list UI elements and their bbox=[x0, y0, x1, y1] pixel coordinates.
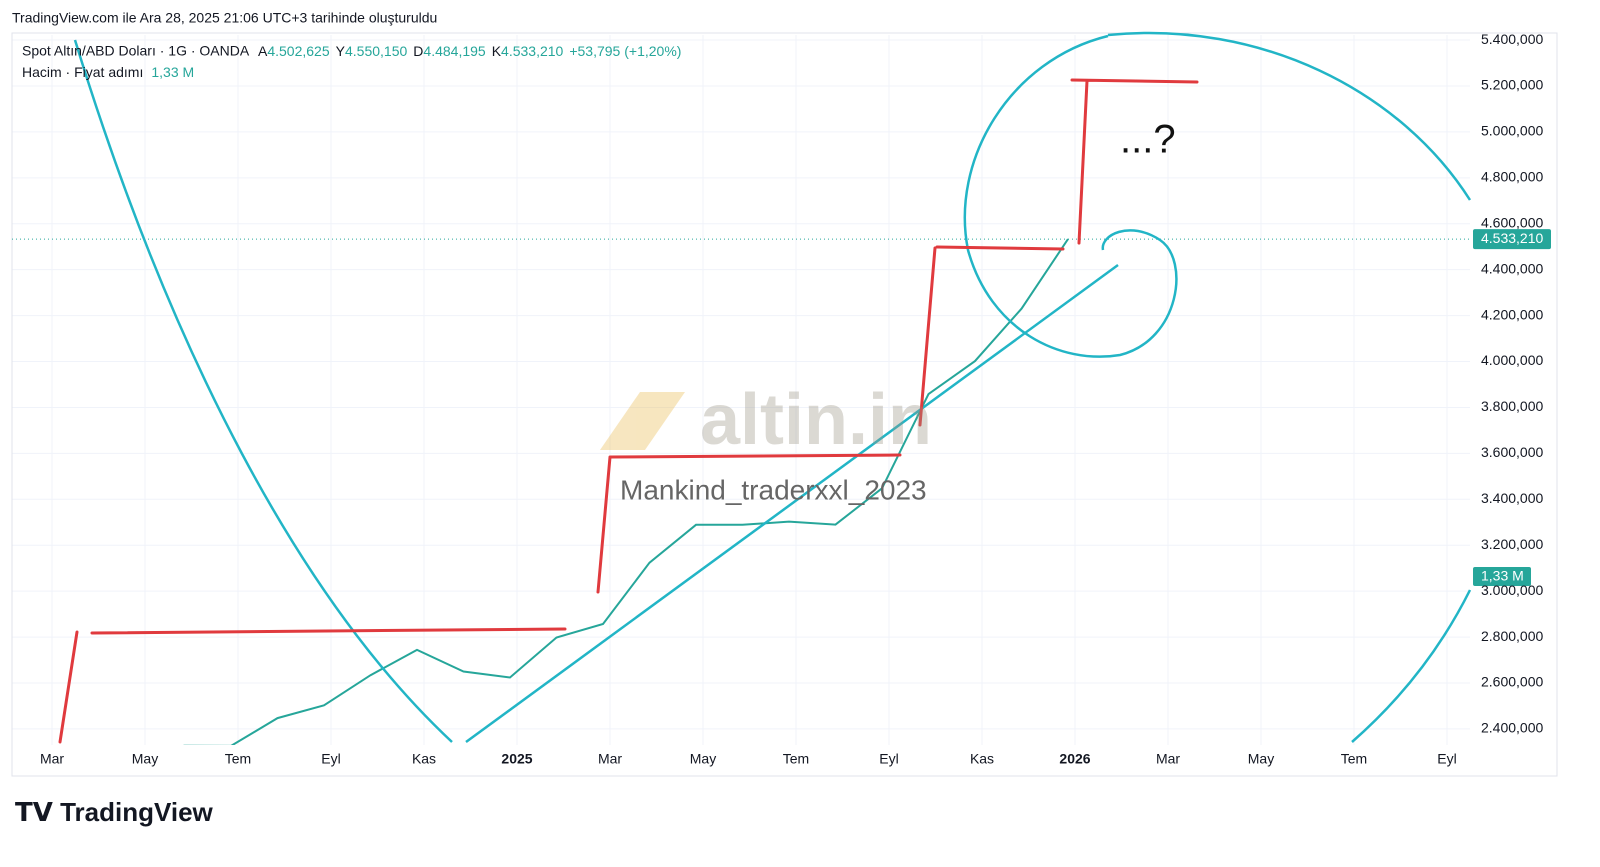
x-tick-label: Kas bbox=[412, 751, 436, 767]
trend-line bbox=[465, 263, 1119, 744]
spiral-arc bbox=[73, 39, 453, 743]
y-tick-label: 2.800,000 bbox=[1481, 628, 1543, 644]
ohlc-value: 4.533,210 bbox=[501, 43, 563, 59]
ohlc-key: D bbox=[413, 43, 423, 59]
ohlc-key: Y bbox=[336, 43, 346, 59]
legend-symbol: Spot Altın/ABD Doları · 1G · OANDA bbox=[22, 43, 250, 59]
watermark-text: Mankind_traderxxl_2023 bbox=[620, 474, 927, 505]
ohlc-value: 4.502,625 bbox=[267, 43, 329, 59]
volume-badge bbox=[1473, 567, 1531, 586]
brand-icon: 𝗧𝗩 bbox=[15, 797, 60, 827]
logo-text: altin.in bbox=[700, 380, 932, 460]
x-tick-label: Eyl bbox=[1437, 751, 1456, 767]
y-tick-label: 4.000,000 bbox=[1481, 352, 1543, 368]
last-price-badge bbox=[1473, 229, 1551, 250]
y-tick-label: 4.400,000 bbox=[1481, 260, 1543, 276]
x-tick-label: Eyl bbox=[321, 751, 340, 767]
y-tick-label: 3.400,000 bbox=[1481, 490, 1543, 506]
y-tick-label: 3.200,000 bbox=[1481, 536, 1543, 552]
plot bbox=[12, 238, 1470, 745]
volume-title: Hacim · Fiyat adımı bbox=[22, 64, 143, 80]
spiral-arc bbox=[1107, 31, 1472, 201]
brand-name: TradingView bbox=[60, 797, 213, 827]
x-tick-label: Mar bbox=[1156, 751, 1180, 767]
x-tick-label: Mar bbox=[40, 751, 64, 767]
annotation: ...? bbox=[1120, 118, 1176, 162]
y-tick-label: 5.000,000 bbox=[1481, 123, 1543, 139]
ohlc-key: K bbox=[492, 43, 502, 59]
y-tick-label: 4.200,000 bbox=[1481, 306, 1543, 322]
x-tick-label: Eyl bbox=[879, 751, 898, 767]
ohlc-change: +53,795 (+1,20%) bbox=[569, 43, 681, 59]
x-tick-label: May bbox=[690, 751, 716, 767]
y-tick-label: 5.400,000 bbox=[1481, 31, 1543, 47]
watermark: altin.in bbox=[600, 380, 932, 460]
price-line bbox=[182, 238, 1069, 745]
spiral-inner bbox=[963, 34, 1178, 358]
volume-value: 1,33 M bbox=[151, 64, 194, 80]
y-tick-label: 4.600,000 bbox=[1481, 214, 1543, 230]
x-tick-label: May bbox=[132, 751, 158, 767]
legend-ohlc: A4.502,625 Y4.550,150 D4.484,195 K4.533,210… bbox=[258, 43, 681, 59]
x-tick-label: Tem bbox=[225, 751, 251, 767]
x-tick-label: 2025 bbox=[501, 751, 532, 767]
y-tick-label: 4.800,000 bbox=[1481, 169, 1543, 185]
chart-frame bbox=[11, 32, 1558, 777]
spiral-arc bbox=[1351, 589, 1472, 743]
legend-volume: Hacim · Fiyat adımı 1,33 M bbox=[22, 64, 194, 80]
header: TradingView.com ile Ara 28, 2025 21:06 U… bbox=[12, 10, 437, 26]
brand: 𝗧𝗩 TradingView bbox=[15, 797, 214, 827]
y-tick-label: 3.000,000 bbox=[1481, 582, 1543, 598]
logo-mark bbox=[600, 392, 685, 450]
x-tick-label: Tem bbox=[783, 751, 809, 767]
x-tick-label: Tem bbox=[1341, 751, 1367, 767]
y-tick-label: 3.800,000 bbox=[1481, 398, 1543, 414]
last-price-label: 4.533,210 bbox=[1481, 230, 1543, 246]
y-tick-label: 5.200,000 bbox=[1481, 77, 1543, 93]
x-tick-label: 2026 bbox=[1059, 751, 1090, 767]
ohlc-value: 4.484,195 bbox=[423, 43, 485, 59]
volume-badge-text: 1,33 M bbox=[1481, 568, 1524, 584]
x-tick-label: Kas bbox=[970, 751, 994, 767]
y-tick-label: 3.600,000 bbox=[1481, 444, 1543, 460]
ohlc-key: A bbox=[258, 43, 268, 59]
y-tick-label: 2.400,000 bbox=[1481, 720, 1543, 736]
legend: Spot Altın/ABD Doları · 1G · OANDA A4.50… bbox=[22, 43, 681, 80]
x-tick-label: Mar bbox=[598, 751, 622, 767]
grid bbox=[12, 35, 1470, 745]
ohlc-value: 4.550,150 bbox=[345, 43, 407, 59]
step-lines bbox=[58, 78, 1199, 744]
drawings bbox=[58, 31, 1472, 744]
x-tick-label: May bbox=[1248, 751, 1274, 767]
y-tick-label: 2.600,000 bbox=[1481, 674, 1543, 690]
